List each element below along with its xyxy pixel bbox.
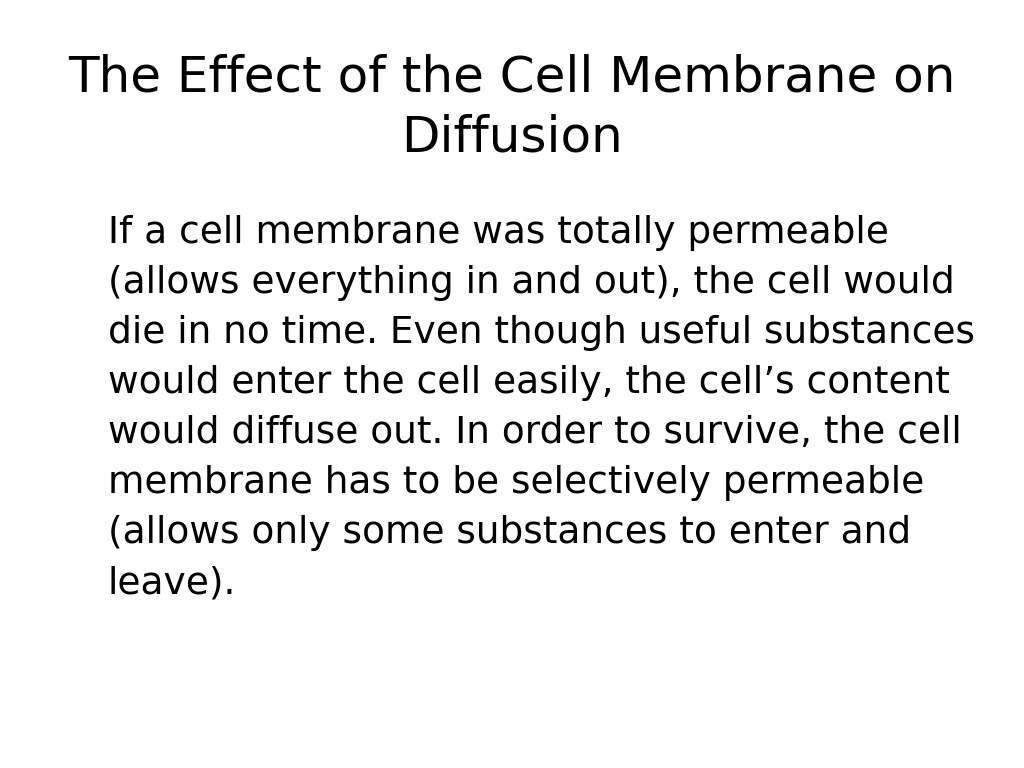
Text: The Effect of the Cell Membrane on
Diffusion: The Effect of the Cell Membrane on Diffu…: [69, 54, 955, 161]
Text: If a cell membrane was totally permeable
(allows everything in and out), the cel: If a cell membrane was totally permeable…: [108, 215, 975, 601]
